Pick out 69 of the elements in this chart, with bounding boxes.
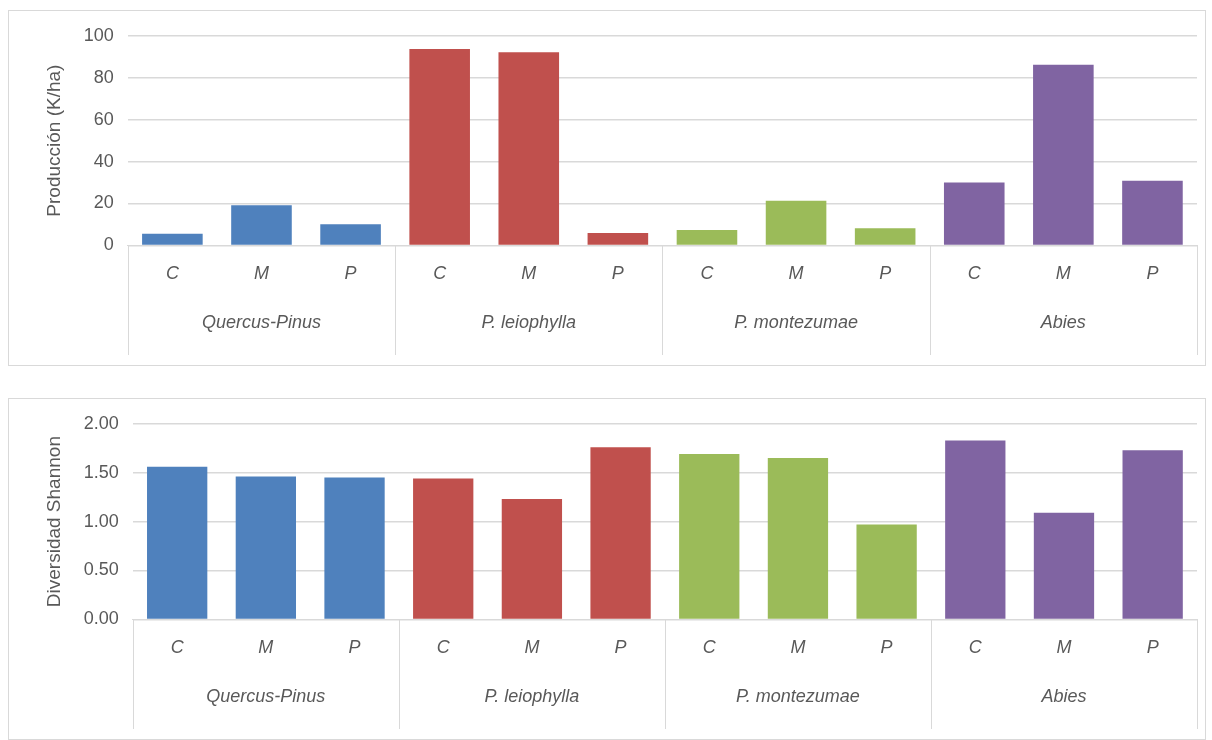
text: Abies [1039, 312, 1086, 333]
bar [1033, 64, 1094, 245]
y-tick-label: 20 [93, 192, 114, 213]
bar [679, 454, 740, 619]
bar [409, 49, 470, 245]
bar [767, 458, 829, 619]
x-tick-label: P [614, 637, 627, 658]
bar [590, 447, 651, 619]
bar [1122, 450, 1183, 619]
bar [147, 466, 208, 619]
x-tick-label: P [880, 637, 893, 658]
bar [231, 205, 292, 245]
x-tick-label: C [967, 263, 982, 284]
x-tick-label: M [253, 263, 269, 284]
text: Quercus-Pinus [206, 686, 326, 707]
x-tick-label: M [788, 263, 804, 284]
x-tick-label: P [1146, 263, 1159, 284]
bar [854, 228, 916, 245]
bar [856, 524, 917, 619]
bar [142, 233, 203, 245]
bar [413, 478, 474, 619]
x-tick-label: M [1055, 263, 1071, 284]
bar [501, 499, 563, 619]
bar [320, 224, 381, 245]
x-tick-label: C [433, 263, 448, 284]
y-tick-label: 2.00 [83, 412, 119, 433]
x-tick-label: M [524, 637, 540, 658]
y-tick-label: 80 [93, 66, 114, 87]
text: P. montezumae [734, 312, 858, 333]
bar [1122, 180, 1183, 245]
y-tick-label: 0 [103, 234, 114, 255]
x-tick-label: P [344, 263, 357, 284]
y-tick-label: 100 [83, 24, 114, 45]
y-tick-label: 0.00 [83, 608, 119, 629]
text: Quercus-Pinus [201, 312, 322, 333]
x-tick-label: C [700, 263, 715, 284]
x-tick-label: P [1146, 637, 1159, 658]
x-tick-label: M [1056, 637, 1072, 658]
text: Abies [1040, 686, 1087, 707]
text: P. leiophylla [484, 686, 580, 707]
y-axis-title: Diversidad Shannon [42, 436, 64, 608]
x-tick-label: P [611, 263, 624, 284]
x-tick-label: M [258, 637, 274, 658]
y-tick-label: 0.50 [83, 559, 119, 580]
y-tick-label: 40 [93, 150, 114, 171]
y-axis-title: Producción (K/ha) [42, 64, 64, 217]
bar [498, 52, 560, 245]
x-tick-label: P [348, 637, 361, 658]
x-tick-label: M [521, 263, 537, 284]
x-tick-label: P [879, 263, 892, 284]
x-tick-label: C [165, 263, 180, 284]
bar [943, 182, 1005, 245]
x-tick-label: C [702, 637, 717, 658]
y-tick-label: 60 [93, 108, 114, 129]
text: P. montezumae [736, 686, 860, 707]
bar [765, 200, 827, 245]
x-tick-label: C [968, 637, 983, 658]
text: P. leiophylla [481, 312, 577, 333]
x-tick-label: C [436, 637, 451, 658]
bar [235, 476, 297, 619]
x-tick-label: C [170, 637, 185, 658]
y-tick-label: 1.00 [83, 510, 119, 531]
bar [324, 477, 385, 619]
bar [945, 440, 1006, 619]
bar [1033, 512, 1095, 619]
x-tick-label: M [790, 637, 806, 658]
bar [676, 230, 738, 245]
y-tick-label: 1.50 [83, 461, 119, 482]
bar [587, 233, 649, 245]
